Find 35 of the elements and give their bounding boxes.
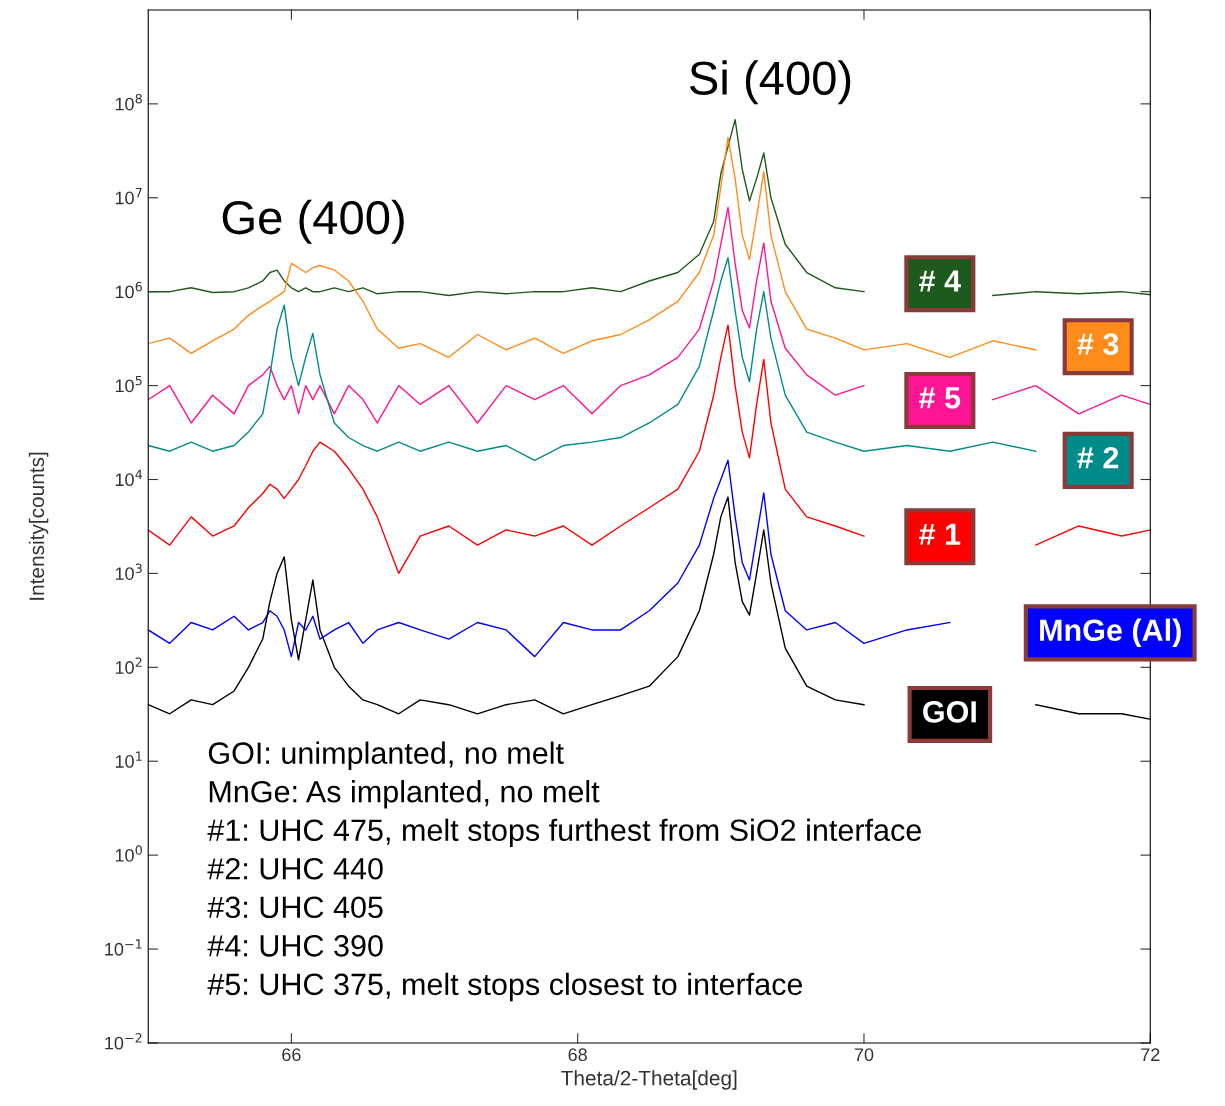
series-label: # 2 [1077,446,1119,469]
y-tick-label: 10$^{5}$ [115,375,142,393]
annotation: MnGe: As implanted, no melt [209,780,600,809]
line-series [148,257,1037,462]
x-tick-label: 70 [854,1048,874,1062]
line-series [148,136,1037,359]
text: MnGe (Al) [1040,618,1181,648]
y-tick-label: 10$^{3}$ [115,563,142,580]
y-tick-label: 10$^{2}$ [115,657,142,674]
series-label: GOI [923,701,976,723]
annotation: #3: UHC 405 [207,896,383,919]
y-tick-label: 10$^{7}$ [115,188,142,205]
y-tick-label: 10$^{−1}$ [105,939,142,956]
series-label: # 4 [919,270,961,292]
y-axis-title: Intensity[counts] [28,452,49,600]
y-tick-label: 10$^{4}$ [115,469,143,487]
annotation: #2: UHC 440 [207,857,383,880]
y-tick-label: 10$^{−2}$ [105,1033,142,1050]
annotation: Ge (400) [222,199,404,244]
x-tick-label: 66 [282,1048,301,1062]
series-label: # 3 [1077,333,1119,355]
x-tick-label: 68 [568,1048,587,1062]
series-label: # 1 [919,523,961,545]
y-tick-label: 10$^{1}$ [115,751,142,768]
annotation: Si (400) [689,60,851,105]
annotation: #4: UHC 390 [207,935,383,957]
annotation: GOI: unimplanted, no melt [208,741,564,771]
annotation: #5: UHC 375, melt stops closest to interface [207,972,803,1002]
series-label: # 5 [919,387,961,409]
annotation: #1: UHC 475, melt stops furthest from SiO2 interface [207,818,921,848]
x-axis-title: Theta/2-Theta[deg] [561,1070,737,1090]
y-tick-label: 10$^{8}$ [115,93,142,111]
x-tick-label: 72 [1141,1048,1160,1061]
y-tick-label: 10$^{6}$ [115,281,142,299]
y-tick-label: 10$^{0}$ [115,845,142,862]
